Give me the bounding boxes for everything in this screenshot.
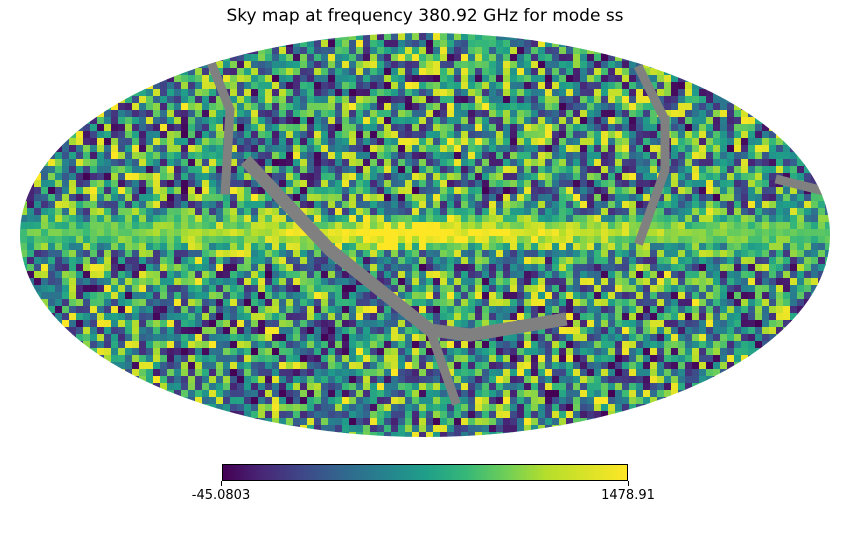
sky-map-pixels (20, 33, 830, 437)
colorbar (222, 464, 628, 481)
masked-stripe (204, 54, 235, 200)
colorbar-max-tick (628, 481, 629, 486)
masked-stripe (633, 63, 670, 246)
masked-stripe (424, 324, 461, 406)
colorbar-min-tick (221, 481, 222, 486)
colorbar-min-label: -45.0803 (191, 488, 251, 503)
masked-stripe (774, 174, 826, 196)
masked-stripes (204, 54, 826, 406)
chart-title: Sky map at frequency 380.92 GHz for mode… (226, 6, 624, 26)
colorbar-max-label: 1478.91 (601, 488, 655, 503)
sky-map (20, 33, 830, 437)
